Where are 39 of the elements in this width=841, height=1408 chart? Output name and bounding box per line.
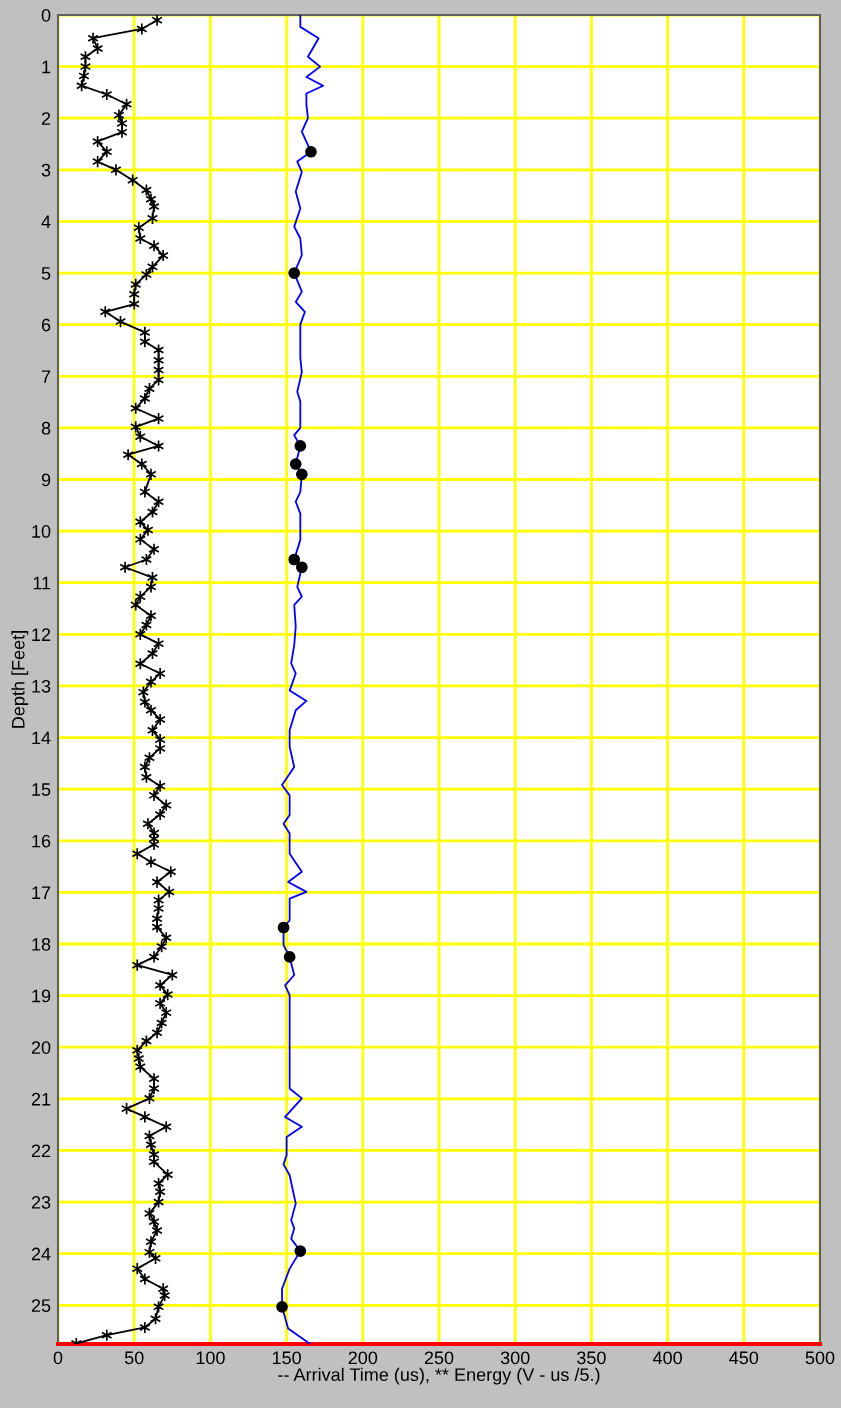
- y-tick-label: 3: [41, 163, 51, 177]
- x-axis-title: -- Arrival Time (us), ** Energy (V - us /5.): [278, 1367, 600, 1385]
- x-tick-label: 150: [272, 1351, 301, 1365]
- y-tick-label: 14: [32, 731, 51, 745]
- y-tick-label: 15: [32, 783, 51, 796]
- y-tick-label: 19: [32, 989, 51, 1003]
- y-tick-label: 16: [32, 834, 51, 848]
- y-tick-label: 13: [32, 679, 51, 693]
- x-tick-label: 100: [196, 1351, 225, 1365]
- y-tick-label: 9: [41, 473, 51, 487]
- x-tick-label: 250: [424, 1351, 454, 1365]
- x-tick-label: 350: [577, 1351, 606, 1365]
- y-tick-label: 12: [32, 628, 51, 641]
- y-tick-label: 1: [42, 60, 51, 74]
- y-tick-label: 0: [41, 8, 51, 22]
- y-tick-label: 8: [41, 421, 51, 435]
- x-tick-label: 200: [348, 1351, 378, 1365]
- y-tick-label: 4: [41, 215, 51, 228]
- y-tick-label: 5: [41, 267, 51, 280]
- y-tick-label: 20: [31, 1041, 51, 1054]
- y-tick-label: 17: [32, 886, 51, 899]
- x-tick-label: 500: [805, 1351, 835, 1365]
- y-tick-label: 7: [41, 370, 51, 383]
- y-tick-label: 11: [33, 576, 51, 590]
- y-tick-label: 24: [31, 1247, 51, 1261]
- y-tick-label: 21: [31, 1092, 51, 1106]
- y-tick-label: 25: [31, 1299, 51, 1313]
- y-tick-label: 18: [32, 937, 51, 951]
- y-tick-label: 6: [41, 318, 51, 332]
- y-tick-label: 10: [32, 525, 51, 538]
- y-tick-label: 23: [31, 1196, 51, 1209]
- x-tick-label: 300: [500, 1351, 530, 1365]
- x-tick-label: 50: [124, 1351, 144, 1365]
- x-tick-label: 450: [729, 1351, 759, 1365]
- x-tick-label: 400: [652, 1351, 682, 1365]
- y-axis-title: Depth [Feet]: [11, 631, 29, 728]
- y-tick-label: 2: [41, 112, 51, 125]
- y-tick-label: 22: [31, 1144, 51, 1157]
- x-tick-label: 0: [53, 1351, 63, 1365]
